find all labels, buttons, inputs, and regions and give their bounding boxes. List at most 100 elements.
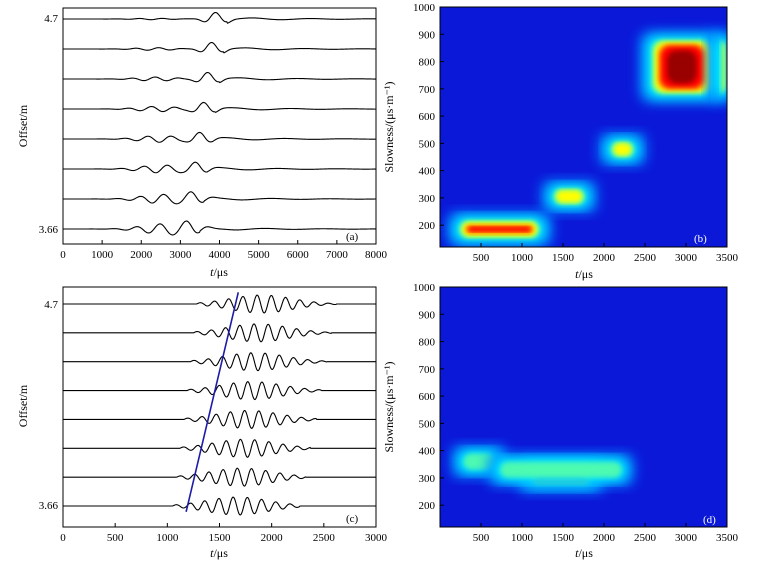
panel-d-yticks: 200 300 400 500 600 700 800 900 1000	[413, 282, 444, 512]
panel-a-ylabel: Offset/m	[16, 104, 30, 147]
panel-c-xtick-label: 3000	[365, 532, 388, 544]
panel-c-trace	[63, 323, 376, 343]
panel-b-ytick-label: 1000	[413, 2, 436, 14]
panel-b-peak-cell	[556, 190, 582, 203]
panel-b-heatmap	[446, 31, 731, 247]
panel-b-peak-cell	[614, 143, 631, 156]
panel-b-xticks: 500 1000 1500 2000 2500 3000 3500	[473, 243, 739, 264]
panel-a-traces	[63, 11, 376, 236]
panel-c-moveout-line	[185, 292, 240, 513]
panel-b-xlabel-t: t	[575, 267, 579, 281]
panel-a-trace	[63, 71, 376, 84]
panel-d-ytick-label: 500	[419, 418, 436, 430]
panel-a-xtick-label: 4000	[209, 249, 232, 261]
panel-d-xlabel: t/μs	[575, 546, 593, 560]
panel-a-tag: (a)	[346, 231, 359, 243]
panel-b-xlabel: t/μs	[575, 267, 593, 281]
panel-a-xticks: 0 1000 2000 3000 4000 5000 6000 7000 8000	[60, 240, 388, 261]
panel-b-xlabel-unit: /μs	[578, 267, 593, 281]
panel-b-ytick-label: 600	[419, 111, 436, 123]
panel-b-xtick-label: 2500	[634, 252, 657, 264]
panel-a-trace	[63, 191, 376, 205]
panel-b-tag: (b)	[694, 233, 707, 245]
panel-d-ytick-label: 200	[419, 500, 436, 512]
panel-b-yticks: 200 300 400 500 600 700 800 900 1000	[413, 2, 444, 232]
panel-c: 0 500 1000 1500 2000 2500 3000 4.7 3.66 Offset…	[16, 286, 388, 560]
panel-d-ytick-label: 900	[419, 309, 436, 321]
panel-c-trace	[63, 409, 376, 429]
panel-d-xtick-label: 3500	[716, 532, 739, 544]
panel-d-xtick-label: 3000	[675, 532, 698, 544]
panel-d-tag: (d)	[703, 514, 716, 526]
panel-c-xtick-label: 0	[60, 532, 66, 544]
panel-d-xlabel-unit: /μs	[578, 546, 593, 560]
panel-a-xtick-label: 6000	[287, 249, 310, 261]
panel-b-ytick-label: 500	[419, 138, 436, 150]
panel-b-peak-cell	[468, 226, 531, 232]
panel-c-trace	[63, 352, 376, 372]
panel-a-frame	[62, 7, 377, 245]
panel-b-xtick-label: 1500	[552, 252, 575, 264]
panel-b-xtick-label: 2000	[593, 252, 616, 264]
panel-c-frame	[62, 286, 377, 528]
panel-b-ytick-label: 800	[419, 57, 436, 69]
panel-a-ytop-label: 4.7	[44, 13, 58, 25]
panel-b-ytick-label: 200	[419, 220, 436, 232]
panel-c-trace	[63, 496, 376, 516]
panel-d-ytick-label: 700	[419, 364, 436, 376]
panel-a-xtick-label: 7000	[326, 249, 349, 261]
panel-c-xtick-label: 2500	[313, 532, 336, 544]
panel-d-xtick-label: 2500	[634, 532, 657, 544]
panel-a-trace	[63, 11, 376, 24]
panel-a-xtick-label: 8000	[365, 249, 388, 261]
panel-c-trace	[63, 438, 376, 458]
panel-d-xticks: 500 1000 1500 2000 2500 3000 3500	[473, 523, 739, 544]
panel-b-peak-cell	[720, 40, 724, 94]
panel-a-trace	[63, 161, 376, 174]
panel-c-traces	[63, 294, 376, 516]
panel-a: 0 1000 2000 3000 4000 5000 6000 7000 8000 4.7 3.…	[16, 7, 388, 279]
panel-c-trace	[63, 381, 376, 401]
panel-b-ytick-label: 300	[419, 193, 436, 205]
panel-d-peak-cell	[463, 453, 495, 470]
panel-d-xtick-label: 500	[473, 532, 490, 544]
panel-a-xtick-label: 0	[60, 249, 66, 261]
panel-b-peak-cell	[729, 46, 731, 87]
panel-c-xtick-label: 2000	[261, 532, 284, 544]
panel-c-tag: (c)	[346, 513, 359, 525]
panel-c-xticks: 0 500 1000 1500 2000 2500 3000	[60, 523, 388, 544]
panel-d-xtick-label: 1000	[511, 532, 534, 544]
panel-d-xtick-label: 2000	[593, 532, 616, 544]
panel-d-xlabel-t: t	[575, 546, 579, 560]
panel-a-trace	[63, 131, 376, 143]
panel-a-trace	[63, 41, 376, 54]
panel-d-ytick-label: 300	[419, 473, 436, 485]
panel-b-peak-cell	[723, 42, 726, 92]
panel-c-ytop-label: 4.7	[44, 299, 58, 311]
panel-b: 500 1000 1500 2000 2500 3000 3500 200 300 400 500…	[382, 2, 739, 281]
panel-d-ytick-label: 1000	[413, 282, 436, 294]
panel-b-xtick-label: 1000	[511, 252, 534, 264]
panel-c-xlabel-unit: /μs	[213, 546, 228, 560]
panel-b-ytick-label: 700	[419, 84, 436, 96]
panel-c-xlabel-t: t	[210, 546, 214, 560]
panel-d-ytick-label: 600	[419, 391, 436, 403]
panel-a-xlabel-t: t	[210, 265, 214, 279]
panel-a-xlabel: t/μs	[210, 265, 228, 279]
panel-b-xtick-label: 500	[473, 252, 490, 264]
panel-d-ytick-label: 800	[419, 337, 436, 349]
panel-c-ybottom-label: 3.66	[39, 500, 59, 512]
panel-d: 500 1000 1500 2000 2500 3000 3500 200 300 400 500…	[382, 282, 739, 560]
panel-c-xtick-label: 1000	[156, 532, 179, 544]
panel-b-xtick-label: 3500	[716, 252, 739, 264]
panel-a-ybottom-label: 3.66	[39, 224, 59, 236]
panel-d-frame	[439, 286, 728, 528]
panel-d-heatmap	[450, 444, 635, 494]
panel-b-peak-cell	[667, 50, 697, 84]
panel-d-ytick-label: 400	[419, 446, 436, 458]
panel-a-trace	[63, 101, 376, 113]
panel-b-frame	[439, 6, 728, 248]
panel-d-peak-cell	[500, 461, 622, 478]
panel-c-trace	[63, 467, 376, 487]
